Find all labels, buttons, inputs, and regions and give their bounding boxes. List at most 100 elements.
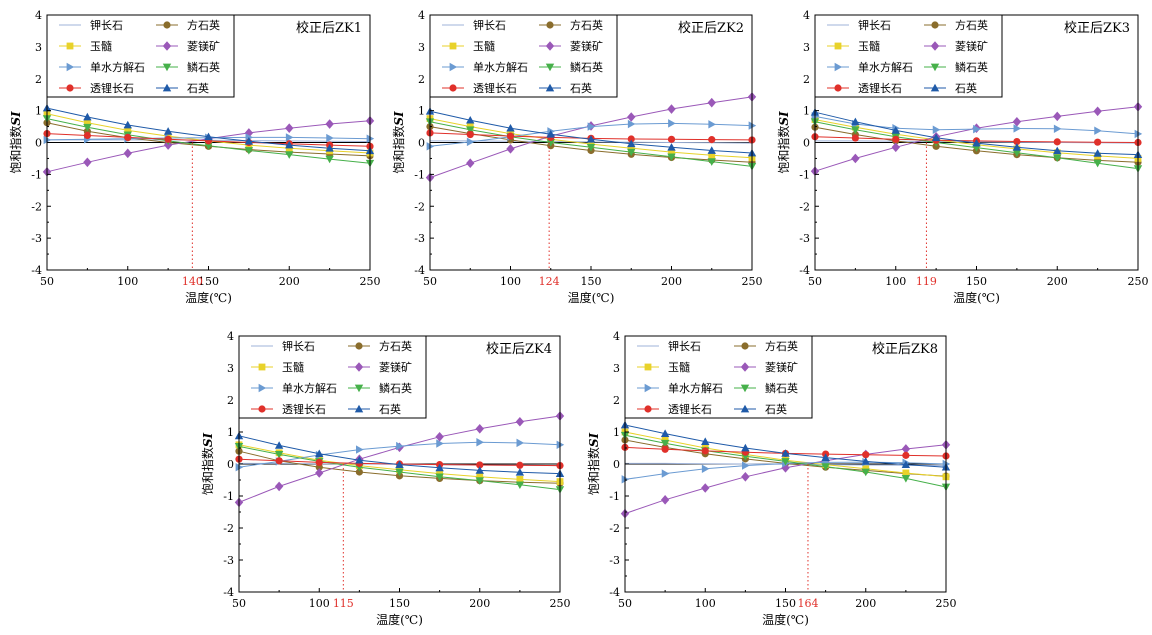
y-tick-label: 1	[227, 426, 234, 439]
legend-label: 方石英	[955, 18, 988, 32]
legend-marker	[930, 41, 940, 51]
y-tick-label: -1	[609, 490, 620, 503]
y-tick-label: -4	[799, 264, 810, 277]
y-tick-label: -4	[609, 586, 620, 599]
x-tick-label: 150	[581, 275, 602, 288]
data-point	[892, 135, 900, 143]
data-point	[355, 468, 363, 476]
data-point	[83, 119, 91, 127]
data-point	[475, 466, 484, 474]
legend-box	[624, 335, 813, 419]
data-point	[315, 468, 324, 478]
data-point	[435, 463, 444, 472]
legend-box	[238, 335, 427, 419]
y-axis-label-main: 饱和指数	[586, 447, 601, 495]
legend-label: 玉髓	[473, 40, 495, 53]
legend-label: 单水方解石	[282, 381, 337, 395]
legend-marker	[163, 21, 171, 29]
data-point	[515, 468, 525, 476]
x-tick-label: 200	[1047, 275, 1068, 288]
y-tick-label: -2	[609, 522, 620, 535]
y-axis-label: 饱和指数SI	[8, 111, 23, 174]
data-point	[902, 451, 910, 459]
legend-label: 石英	[570, 81, 592, 95]
y-axis-label-main: 饱和指数	[200, 447, 215, 495]
data-point	[708, 151, 716, 159]
data-point	[701, 483, 710, 493]
data-point	[660, 429, 670, 437]
legend-label: 单水方解石	[90, 60, 145, 74]
data-point	[861, 457, 870, 465]
data-point	[707, 146, 716, 154]
data-point	[124, 126, 132, 134]
legend-marker	[644, 363, 652, 371]
data-point	[862, 451, 870, 459]
data-point	[660, 495, 670, 505]
chart-panel: -4 -3 -2 -1 0 1 2 3 4 50 100 150 200 250 115 温度(℃) 饱和指数S…	[200, 330, 571, 627]
legend-label: 玉髓	[90, 40, 112, 53]
legend-label: 菱镁矿	[955, 39, 988, 53]
legend-label: 方石英	[570, 18, 603, 32]
data-point	[516, 438, 525, 448]
y-axis-label-si: SI	[392, 111, 406, 126]
legend-marker	[162, 63, 172, 72]
data-point	[274, 441, 284, 449]
legend-marker	[545, 83, 555, 92]
data-point	[395, 460, 404, 468]
x-tick-label: 100	[885, 275, 906, 288]
y-tick-label: -1	[223, 490, 234, 503]
data-point	[851, 153, 860, 164]
y-tick-label: 2	[227, 394, 234, 407]
legend-label: 透锂长石	[858, 81, 902, 95]
x-tick-label: 150	[966, 275, 987, 288]
data-point	[660, 439, 670, 448]
legend-label: 石英	[765, 402, 787, 416]
data-point	[661, 469, 670, 478]
legend-marker	[545, 63, 555, 72]
y-tick-label: 0	[613, 458, 620, 471]
panel-title: 校正后ZK1	[296, 20, 362, 36]
data-point	[1094, 138, 1102, 146]
legend-label: 透锂长石	[282, 402, 326, 416]
x-axis-label: 温度(℃)	[568, 290, 615, 305]
legend-marker	[931, 21, 939, 29]
data-point	[627, 119, 636, 129]
data-point	[356, 445, 364, 454]
data-point	[396, 441, 404, 451]
data-point	[466, 126, 475, 134]
legend-label: 鳞石英	[570, 60, 603, 74]
legend-marker	[834, 84, 842, 92]
legend-label: 菱镁矿	[570, 39, 603, 53]
y-axis-label-si: SI	[9, 111, 23, 126]
legend-label: 方石英	[379, 339, 412, 353]
legend-label: 鳞石英	[765, 381, 798, 395]
legend-marker	[834, 62, 843, 72]
panel-title: 校正后ZK8	[872, 341, 938, 357]
data-point	[667, 153, 676, 162]
data-point	[244, 147, 254, 155]
x-tick-label: 250	[1128, 275, 1149, 288]
legend-label: 玉髓	[282, 361, 304, 374]
data-point	[781, 449, 790, 457]
legend-label: 钾长石	[282, 339, 315, 353]
x-tick-label: 150	[389, 597, 410, 610]
y-tick-label: 4	[35, 9, 42, 22]
legend-box	[46, 14, 235, 98]
x-tick-label: 100	[309, 597, 330, 610]
legend-marker	[66, 42, 74, 50]
intersection-label: 140	[182, 275, 203, 288]
data-point	[285, 151, 294, 159]
data-point	[244, 128, 254, 138]
data-point	[1013, 124, 1022, 133]
chart-panel: -4 -3 -2 -1 0 1 2 3 4 50 100 150 200 250 140 温度(℃) 饱和指数S…	[8, 9, 381, 305]
data-point	[851, 117, 860, 126]
y-axis-label: 饱和指数SI	[776, 111, 791, 174]
legend-label: 石英	[955, 81, 977, 95]
data-point	[395, 468, 404, 477]
legend-label: 菱镁矿	[187, 39, 220, 53]
y-axis-label: 饱和指数SI	[391, 111, 406, 174]
legend-label: 透锂长石	[90, 81, 134, 95]
data-point	[891, 126, 900, 134]
legend-marker	[162, 83, 172, 92]
data-point	[1053, 154, 1062, 162]
